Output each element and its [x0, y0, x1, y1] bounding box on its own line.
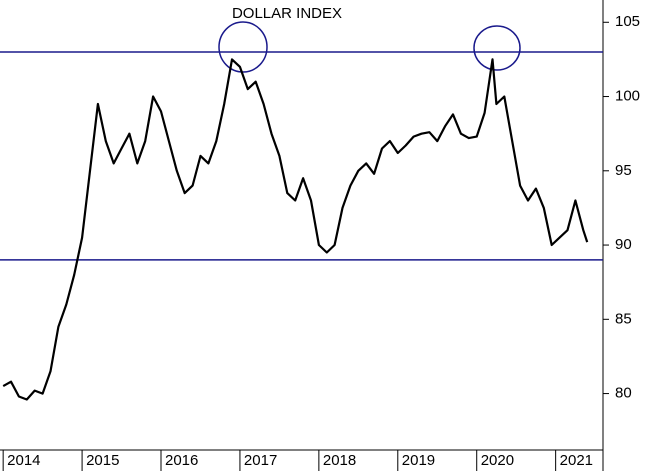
data-line: [2, 58, 589, 401]
annotation-circle: [473, 25, 521, 71]
chart-title: DOLLAR INDEX: [232, 5, 342, 22]
y-tick-label: 105: [615, 13, 640, 30]
x-tick-label: 2020: [481, 452, 514, 469]
x-tick-label: 2021: [560, 452, 593, 469]
x-tick-label: 2015: [86, 452, 119, 469]
annotation-circle: [218, 21, 268, 73]
y-tick-label: 95: [615, 162, 632, 179]
x-tick-label: 2014: [7, 452, 40, 469]
x-tick-label: 2016: [165, 452, 198, 469]
x-tick-label: 2017: [244, 452, 277, 469]
y-tick-label: 80: [615, 385, 632, 402]
x-tick-label: 2019: [402, 452, 435, 469]
y-tick-label: 100: [615, 88, 640, 105]
y-tick-label: 90: [615, 236, 632, 253]
y-tick-label: 85: [615, 310, 632, 327]
x-tick-label: 2018: [323, 452, 356, 469]
